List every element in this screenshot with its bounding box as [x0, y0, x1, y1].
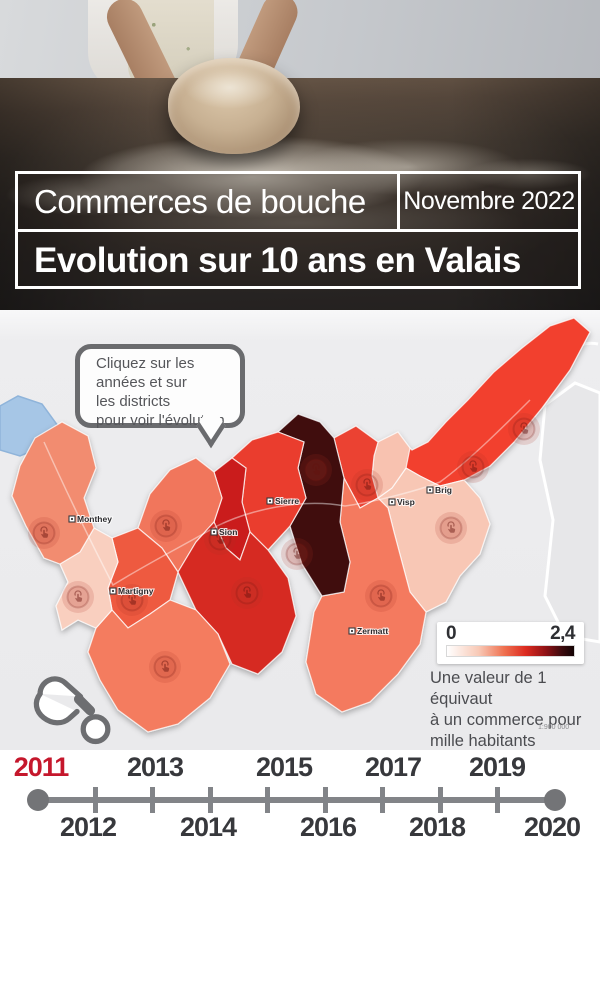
click-hand-icon	[26, 664, 114, 752]
timeline-tick-2015[interactable]	[265, 787, 270, 813]
title-box: Commerces de bouche Novembre 2022 Evolut…	[15, 171, 581, 289]
hero-photo	[0, 0, 600, 310]
timeline-tick-2014[interactable]	[208, 787, 213, 813]
instruction-tooltip: Cliquez sur les années et sur les distri…	[75, 344, 245, 449]
city-zermatt: Zermatt	[348, 625, 389, 637]
year-2020[interactable]: 2020	[523, 812, 581, 842]
timeline-start-dot[interactable]	[27, 789, 49, 811]
legend-max-value: 2,4	[550, 623, 575, 644]
city-markers: Monthey Martigny Sion Sierre Visp Brig	[68, 484, 453, 637]
city-sierre: Sierre	[266, 495, 300, 507]
tooltip-line: années et sur	[96, 374, 187, 391]
timeline-tick-2017[interactable]	[380, 787, 385, 813]
svg-text:Visp: Visp	[397, 497, 415, 507]
timeline-tick-2016[interactable]	[323, 787, 328, 813]
neighbor-region-italy	[538, 381, 600, 644]
year-2018[interactable]: 2018	[408, 812, 466, 842]
legend-min-value: 0	[446, 623, 457, 644]
city-martigny: Martigny	[109, 585, 155, 597]
city-brig: Brig	[426, 484, 453, 496]
svg-text:Zermatt: Zermatt	[357, 626, 388, 636]
timeline-axis	[38, 797, 557, 803]
tooltip-line: Cliquez sur les	[96, 355, 195, 372]
svg-text:Sierre: Sierre	[275, 496, 299, 506]
svg-text:Brig: Brig	[435, 485, 452, 495]
color-legend: 0 2,4	[437, 622, 584, 664]
page-subtitle: Evolution sur 10 ans en Valais	[34, 240, 521, 280]
year-2016[interactable]: 2016	[299, 812, 357, 842]
year-2012[interactable]: 2012	[59, 812, 117, 842]
tooltip-line: pour voir l'évolution	[96, 412, 225, 429]
tap-hint-icons	[28, 413, 540, 683]
year-2015[interactable]: 2015	[255, 752, 313, 782]
svg-text:Monthey: Monthey	[77, 514, 112, 524]
svg-text:Martigny: Martigny	[118, 586, 154, 596]
city-visp: Visp	[388, 496, 416, 508]
timeline-end-dot[interactable]	[544, 789, 566, 811]
legend-caption: Une valeur de 1 équivaut à un commerce p…	[430, 669, 582, 750]
publication-date: Novembre 2022	[397, 174, 578, 229]
year-2017[interactable]: 2017	[364, 752, 422, 782]
legend-gradient-bar	[446, 645, 575, 657]
city-monthey: Monthey	[68, 513, 113, 525]
timeline-tick-2018[interactable]	[438, 787, 443, 813]
year-2011[interactable]: 2011	[13, 752, 70, 782]
timeline-tick-2019[interactable]	[495, 787, 500, 813]
timeline-tick-2012[interactable]	[93, 787, 98, 813]
district-entremont[interactable]	[87, 599, 231, 733]
district-monthey[interactable]	[11, 421, 97, 565]
tooltip-line: les districts	[96, 393, 171, 410]
year-2019[interactable]: 2019	[468, 752, 526, 782]
page-title: Commerces de bouche	[34, 182, 366, 220]
timeline-tick-2013[interactable]	[150, 787, 155, 813]
year-timeline: 2011 2012 2013 2014 2015 2016 2017 2018 …	[0, 750, 600, 860]
rhone-river-line	[43, 399, 531, 587]
district-herens[interactable]	[177, 520, 297, 675]
bread-dough	[168, 58, 300, 154]
flour-dusting	[0, 90, 600, 230]
map-scale-note: 1:900 000	[538, 724, 570, 731]
year-2014[interactable]: 2014	[179, 812, 237, 842]
city-sion: Sion	[210, 526, 238, 538]
year-2013[interactable]: 2013	[126, 752, 184, 782]
svg-text:Sion: Sion	[219, 527, 237, 537]
